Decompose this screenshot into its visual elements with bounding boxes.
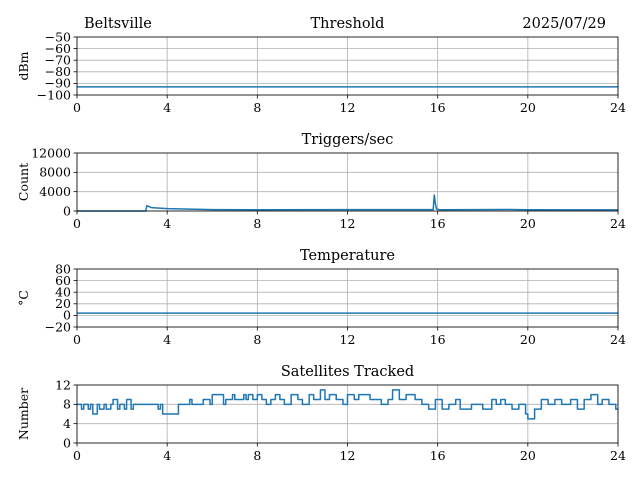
triggers-xtick-label-5: 20 <box>520 216 536 231</box>
threshold-ytick-label-4: −60 <box>45 41 71 56</box>
satellites-xtick-label-0: 0 <box>73 448 81 463</box>
temperature-xtick-label-6: 24 <box>610 332 626 347</box>
temperature-xtick-label-0: 0 <box>73 332 81 347</box>
threshold-title: Threshold <box>311 16 385 32</box>
temperature-ytick-label-1: 0 <box>63 308 71 323</box>
threshold-panel: Threshold 0 4 8 12 16 20 24 −100−90−80−70−60−50 d… <box>16 16 626 115</box>
satellites-ytick-label-3: 12 <box>55 377 71 392</box>
threshold-ylabel: dBm <box>16 51 31 80</box>
threshold-ytick-label-5: −50 <box>45 29 71 44</box>
satellites-ytick-label-1: 4 <box>63 416 71 431</box>
triggers-xtick-label-1: 4 <box>163 216 171 231</box>
temperature-xtick-label-4: 16 <box>430 332 446 347</box>
temperature-title: Temperature <box>300 248 395 264</box>
threshold-xtick-label-5: 20 <box>520 100 536 115</box>
satellites-ytick-label-0: 0 <box>63 435 71 450</box>
temperature-ytick-label-3: 40 <box>55 285 71 300</box>
threshold-ytick-label-2: −80 <box>45 64 71 79</box>
threshold-ytick-label-1: −90 <box>45 76 71 91</box>
threshold-ytick-label-0: −100 <box>37 87 71 102</box>
satellites-xtick-label-4: 16 <box>430 448 446 463</box>
satellites-xtick-label-6: 24 <box>610 448 626 463</box>
triggers-xtick-label-6: 24 <box>610 216 626 231</box>
satellites-xtick-label-1: 4 <box>163 448 171 463</box>
triggers-xtick-label-2: 8 <box>253 216 261 231</box>
satellites-xtick-label-3: 12 <box>340 448 356 463</box>
temperature-ytick-label-0: −20 <box>45 319 71 334</box>
triggers-xtick-label-4: 16 <box>430 216 446 231</box>
triggers-ytick-label-0: 0 <box>63 203 71 218</box>
triggers-ytick-label-3: 12000 <box>31 145 71 160</box>
triggers-title: Triggers/sec <box>302 132 394 148</box>
triggers-ytick-label-1: 4000 <box>39 184 71 199</box>
satellites-xtick-label-5: 20 <box>520 448 536 463</box>
temperature-ytick-label-5: 80 <box>55 261 71 276</box>
temperature-ytick-label-2: 20 <box>55 296 71 311</box>
temperature-xtick-label-1: 4 <box>163 332 171 347</box>
threshold-xtick-label-2: 8 <box>253 100 261 115</box>
threshold-xtick-label-3: 12 <box>340 100 356 115</box>
triggers-panel: Triggers/sec 0 4 8 12 16 20 24 0 4000 8000 12000Cou… <box>16 132 626 231</box>
threshold-xtick-label-1: 4 <box>163 100 171 115</box>
station-name: Beltsville <box>84 16 152 32</box>
satellites-xtick-label-2: 8 <box>253 448 261 463</box>
date-label: 2025/07/29 <box>522 16 606 32</box>
temperature-xtick-label-2: 8 <box>253 332 261 347</box>
threshold-xtick-label-4: 16 <box>430 100 446 115</box>
temperature-ylabel: °C <box>16 290 31 306</box>
threshold-xtick-label-0: 0 <box>73 100 81 115</box>
triggers-xtick-label-3: 12 <box>340 216 356 231</box>
satellites-ytick-label-2: 8 <box>63 397 71 412</box>
triggers-ytick-label-2: 8000 <box>39 165 71 180</box>
triggers-series-0 <box>77 194 619 212</box>
threshold-ytick-label-3: −70 <box>45 53 71 68</box>
satellites-series-0 <box>77 389 618 420</box>
satellites-panel: Satellites Tracked 0 4 8 12 16 20 24 0 4 8 12 Number <box>16 364 626 463</box>
temperature-xtick-label-5: 20 <box>520 332 536 347</box>
triggers-xtick-label-0: 0 <box>73 216 81 231</box>
triggers-ylabel: Count <box>16 163 31 201</box>
satellites-title: Satellites Tracked <box>281 364 414 380</box>
temperature-ytick-label-4: 60 <box>55 273 71 288</box>
threshold-xtick-label-6: 24 <box>610 100 626 115</box>
satellites-ylabel: Number <box>16 388 31 440</box>
temperature-xtick-label-3: 12 <box>340 332 356 347</box>
